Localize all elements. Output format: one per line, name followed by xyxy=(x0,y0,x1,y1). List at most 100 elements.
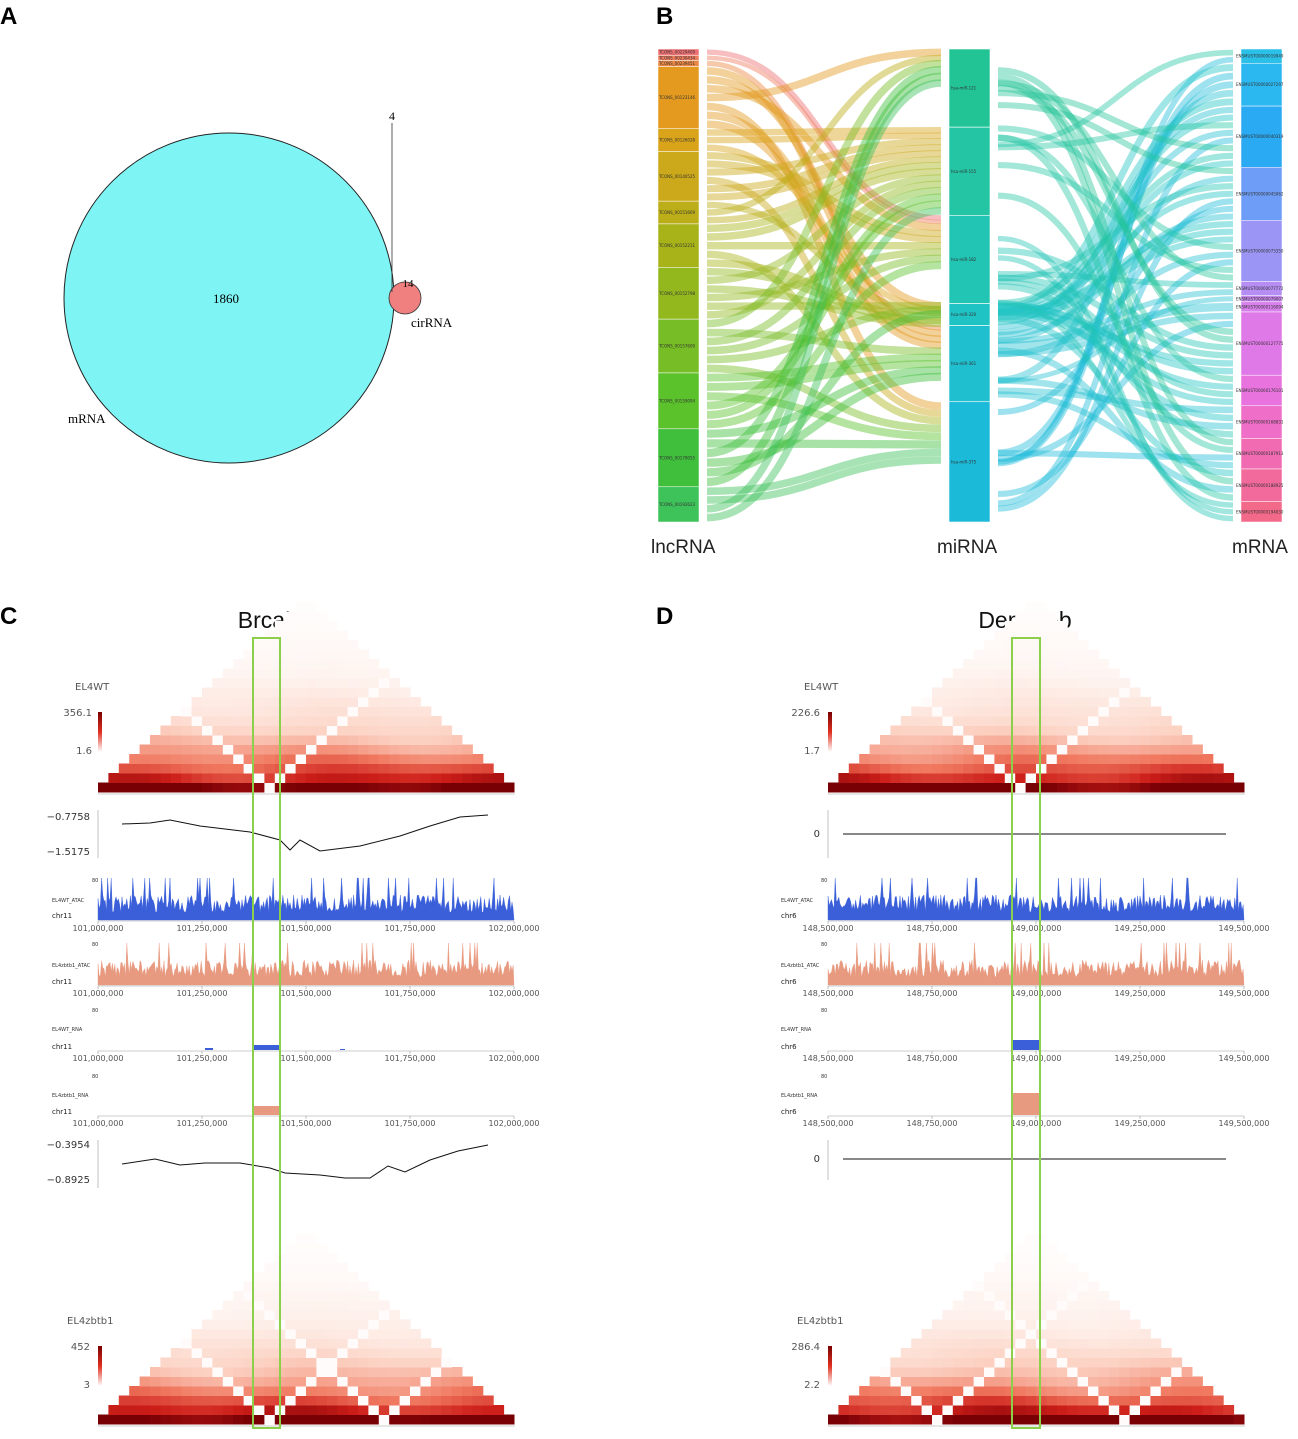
hic-cell xyxy=(441,1357,453,1368)
hic-cell xyxy=(202,1405,213,1415)
hic-cell xyxy=(1181,1367,1193,1377)
hic-cell xyxy=(984,1386,995,1396)
hic-cell xyxy=(942,716,954,726)
hic-cell xyxy=(202,1386,213,1396)
hic-cell xyxy=(202,782,213,793)
hic-cell xyxy=(952,668,964,679)
hic-cell xyxy=(264,1395,276,1406)
sankey-link-lnc-mir xyxy=(706,152,942,237)
hic-cell xyxy=(984,678,995,688)
hic-cell xyxy=(1056,678,1068,688)
hic-cell xyxy=(337,640,349,650)
hic-cell xyxy=(1212,1395,1224,1406)
hic-cell xyxy=(942,1414,954,1425)
hic-cell xyxy=(358,1319,369,1330)
hic-cell xyxy=(233,716,245,726)
hic-cell xyxy=(1108,1395,1120,1406)
hic-cell xyxy=(1036,1281,1047,1292)
rna-zbtb1-signal-peak xyxy=(254,1106,279,1115)
hic-cell xyxy=(1056,1338,1068,1349)
hic-cell xyxy=(326,1414,338,1425)
hic-cell xyxy=(1015,649,1027,660)
hic-cell xyxy=(1077,668,1089,679)
hic-cell xyxy=(212,1414,224,1425)
hic-cell xyxy=(451,763,463,774)
hic-cell xyxy=(295,1376,307,1387)
hic-cell xyxy=(358,649,369,660)
hic-cell xyxy=(316,706,328,717)
colorbar-bottom-max: 286.4 xyxy=(791,1342,820,1353)
hic-cell xyxy=(358,773,369,783)
hic-cell xyxy=(316,1367,328,1377)
hic-cell xyxy=(900,754,912,764)
hic-cell xyxy=(963,1386,975,1396)
hic-cell xyxy=(222,678,234,688)
hic-cell xyxy=(326,1405,338,1415)
hic-cell xyxy=(1025,1357,1037,1368)
hic-cell xyxy=(1056,744,1068,755)
sankey-link-mir-mrna xyxy=(997,106,1234,330)
hic-cell xyxy=(170,763,182,774)
hic-cell xyxy=(306,611,317,622)
hic-cell xyxy=(306,1338,317,1349)
hic-cell xyxy=(963,1348,975,1358)
hic-cell xyxy=(347,697,359,707)
hic-cell xyxy=(295,611,307,622)
sankey-node-mrna-label: ENSMUST00000194030 xyxy=(1236,509,1284,514)
hic-cell xyxy=(181,735,193,745)
sankey-node-mrna xyxy=(1240,501,1283,523)
hic-cell xyxy=(285,1386,297,1396)
sankey-link-mir-mrna xyxy=(997,160,1234,320)
hic-cell xyxy=(984,1357,995,1368)
hic-cell xyxy=(1108,782,1120,793)
hic-cell xyxy=(410,706,421,717)
hic-cell xyxy=(337,735,349,745)
hic-cell xyxy=(222,1405,234,1415)
venn-mrna-label: mRNA xyxy=(68,411,106,426)
hic-cell xyxy=(420,763,432,774)
hic-cell xyxy=(368,763,380,774)
hic-cell xyxy=(1015,1357,1027,1368)
sankey-link-lnc-mir xyxy=(706,353,942,382)
hic-cell xyxy=(389,763,401,774)
hic-cell xyxy=(1088,763,1099,774)
hic-cell xyxy=(1098,1310,1110,1320)
hic-cell xyxy=(1036,602,1047,612)
hic-cell xyxy=(1077,1405,1089,1415)
hic-cell xyxy=(1067,1329,1079,1339)
hic-cell xyxy=(430,725,442,736)
hic-cell xyxy=(316,1329,328,1339)
hic-cell xyxy=(1056,1272,1068,1282)
hic-cell xyxy=(326,659,338,669)
genome-tracks-d: Dennd5b EL4WT 226.6 1.7 0 EL4WT_ATAC chr… xyxy=(781,602,1269,1429)
hic-cell xyxy=(1077,1329,1089,1339)
hic-cell xyxy=(1077,1376,1089,1387)
hic-cell xyxy=(222,1357,234,1368)
hic-cell xyxy=(1004,640,1016,650)
hic-cell xyxy=(295,1300,307,1311)
sankey-link-mir-mrna xyxy=(997,49,1234,148)
hic-cell xyxy=(984,1272,995,1282)
hic-cell xyxy=(170,754,182,764)
hic-cell xyxy=(233,735,245,745)
hic-cell xyxy=(1056,1281,1068,1292)
axis-tick-label: 101,250,000 xyxy=(177,924,228,933)
hic-cell xyxy=(1140,1367,1151,1377)
hic-cell xyxy=(222,716,234,726)
sankey-link-mir-mrna xyxy=(997,213,1234,338)
hic-cell xyxy=(1212,1414,1224,1425)
hic-cell xyxy=(869,744,881,755)
hic-cell xyxy=(1056,1367,1068,1377)
hic-cell xyxy=(921,1367,933,1377)
hic-cell xyxy=(1150,706,1162,717)
hic-cell xyxy=(1192,1405,1203,1415)
hic-cell xyxy=(410,1386,421,1396)
hic-cell xyxy=(347,1357,359,1368)
hic-cell xyxy=(337,630,349,641)
hic-cell xyxy=(358,1367,369,1377)
hic-cell xyxy=(900,763,912,774)
hic-cell xyxy=(1015,611,1027,622)
hic-cell xyxy=(1160,782,1172,793)
hic-cell xyxy=(368,773,380,783)
hic-cell xyxy=(1015,678,1027,688)
